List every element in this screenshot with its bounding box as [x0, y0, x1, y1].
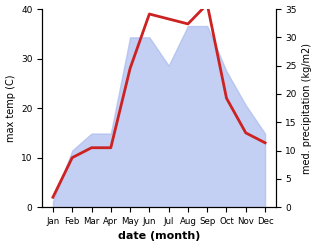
- Y-axis label: max temp (C): max temp (C): [5, 74, 16, 142]
- Y-axis label: med. precipitation (kg/m2): med. precipitation (kg/m2): [302, 43, 313, 174]
- X-axis label: date (month): date (month): [118, 231, 200, 242]
